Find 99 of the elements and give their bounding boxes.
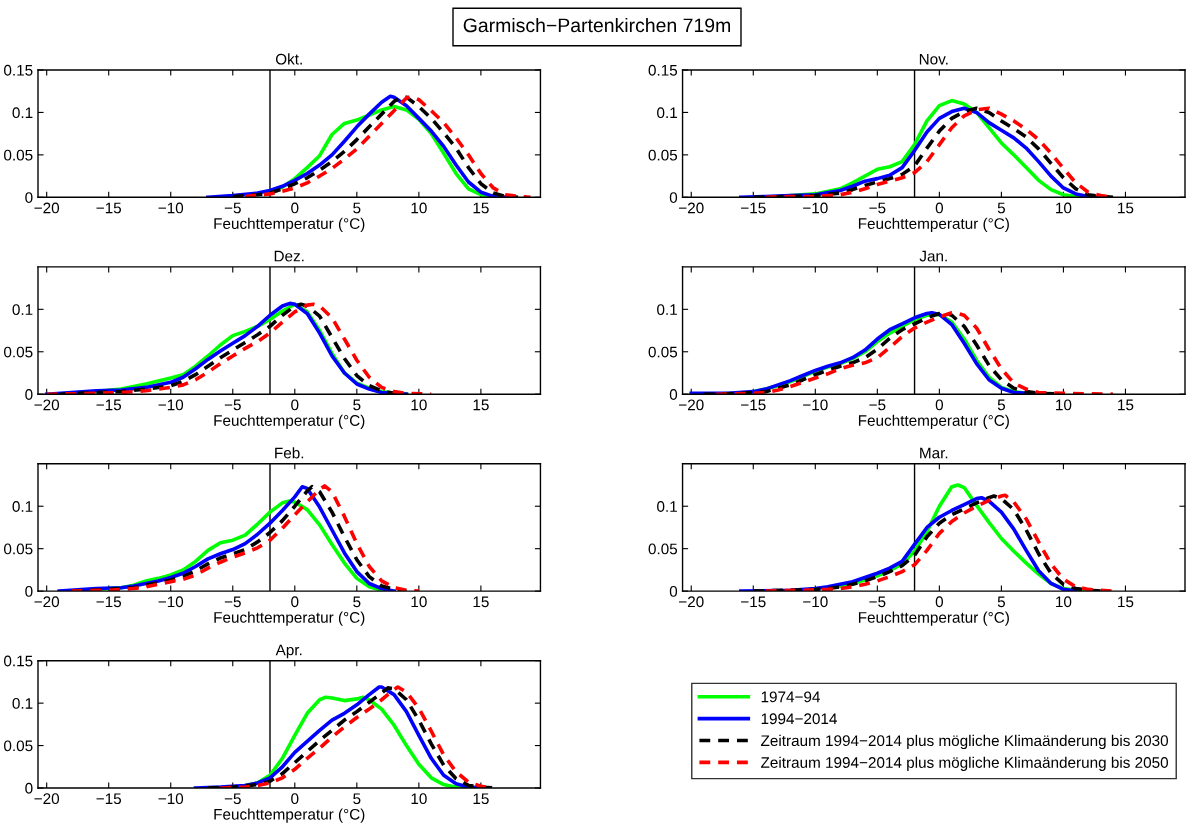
- y-tick-label: 0.05: [648, 543, 678, 555]
- x-tick-label: 10: [1056, 399, 1072, 411]
- legend-label: Zeitraum 1994−2014 plus mögliche Klimaänderung bis 2030: [761, 734, 1169, 750]
- x-tick-label: 5: [997, 399, 1005, 411]
- chart-title: Dez.: [274, 250, 304, 262]
- x-tick-label: 5: [353, 596, 361, 608]
- y-tick-label: 0.15: [4, 655, 33, 667]
- y-tick-label: 0.05: [4, 543, 33, 555]
- x-tick-label: −5: [224, 596, 241, 608]
- x-tick-label: 0: [935, 202, 944, 214]
- y-tick-label: 0.1: [12, 107, 33, 119]
- y-tick-label: 0.1: [12, 501, 33, 512]
- x-tick-label: 15: [473, 596, 489, 608]
- x-tick-label: 5: [997, 202, 1005, 214]
- x-tick-label: 0: [291, 202, 299, 214]
- x-axis-title: Feuchttemperatur (°C): [214, 414, 365, 429]
- x-tick-label: −10: [158, 202, 184, 214]
- y-tick-label: 0.05: [4, 740, 33, 752]
- y-tick-label: 0.05: [4, 149, 33, 161]
- x-tick-label: −15: [96, 202, 122, 214]
- chart-title: Okt.: [275, 53, 302, 65]
- x-axis-title: Feuchttemperatur (°C): [858, 217, 1009, 233]
- legend-label: 1994−2014: [761, 713, 837, 725]
- x-tick-label: −5: [224, 202, 241, 214]
- x-tick-label: 15: [473, 399, 489, 411]
- x-tick-label: 10: [1056, 596, 1072, 608]
- x-tick-label: 15: [1118, 596, 1134, 608]
- x-tick-label: 5: [353, 399, 361, 411]
- y-tick-label: 0.1: [657, 107, 677, 119]
- x-tick-label: 15: [473, 793, 489, 805]
- text: Garmisch−Partenkirchen 719m: [463, 17, 730, 33]
- x-tick-label: −20: [34, 202, 60, 214]
- x-tick-label: 15: [1118, 399, 1134, 411]
- x-axis-title: Feuchttemperatur (°C): [214, 808, 365, 823]
- chart-title: Feb.: [275, 447, 304, 459]
- y-tick-label: 0.05: [648, 149, 678, 161]
- x-tick-label: 15: [1118, 202, 1134, 214]
- x-tick-label: −5: [224, 399, 241, 411]
- x-tick-label: −20: [679, 399, 704, 411]
- y-tick-label: 0: [25, 585, 33, 597]
- x-tick-label: 15: [473, 202, 489, 214]
- x-tick-label: −5: [869, 399, 886, 411]
- y-tick-label: 0.1: [12, 698, 33, 709]
- x-tick-label: −10: [803, 596, 828, 608]
- legend-label: Zeitraum 1994−2014 plus mögliche Klimaänderung bis 2050: [761, 756, 1169, 771]
- chart-title: Nov.: [919, 53, 948, 65]
- x-tick-label: 10: [411, 399, 427, 411]
- x-tick-label: −5: [869, 596, 886, 608]
- x-axis-title: Feuchttemperatur (°C): [858, 414, 1009, 429]
- chart-title: Apr.: [275, 644, 302, 659]
- y-tick-label: 0: [25, 389, 33, 400]
- chart-title: Mar.: [920, 447, 948, 459]
- x-tick-label: 0: [291, 793, 299, 805]
- x-tick-label: 10: [1056, 202, 1072, 214]
- y-tick-label: 0.05: [4, 346, 33, 358]
- x-tick-label: −10: [158, 399, 184, 411]
- x-tick-label: −5: [869, 202, 886, 214]
- x-axis-title: Feuchttemperatur (°C): [214, 217, 365, 233]
- x-tick-label: 10: [411, 793, 427, 805]
- x-tick-label: 5: [997, 596, 1005, 608]
- y-tick-label: 0.15: [4, 64, 33, 76]
- y-tick-label: 0.1: [12, 304, 33, 316]
- x-tick-label: 5: [353, 202, 361, 214]
- x-tick-label: 0: [935, 596, 944, 608]
- x-tick-label: −10: [803, 399, 828, 411]
- x-tick-label: −5: [224, 793, 241, 805]
- x-tick-label: −10: [803, 202, 828, 214]
- x-tick-label: 5: [353, 793, 361, 805]
- x-tick-label: 10: [411, 202, 427, 214]
- x-tick-label: 0: [291, 596, 299, 608]
- y-tick-label: 0.1: [657, 304, 677, 316]
- x-tick-label: −15: [741, 202, 766, 214]
- x-tick-label: −15: [741, 399, 766, 411]
- x-tick-label: −15: [96, 596, 122, 608]
- x-tick-label: −15: [96, 793, 122, 805]
- x-tick-label: −20: [679, 596, 704, 608]
- x-axis-title: Feuchttemperatur (°C): [214, 611, 365, 626]
- x-tick-label: 0: [291, 399, 299, 411]
- y-tick-label: 0.05: [648, 346, 678, 358]
- y-tick-label: 0: [669, 389, 678, 400]
- legend-label: 1974−94: [761, 691, 820, 703]
- x-tick-label: −20: [34, 793, 60, 805]
- x-tick-label: −15: [741, 596, 766, 608]
- x-tick-label: −10: [158, 596, 184, 608]
- x-tick-label: −15: [96, 399, 122, 411]
- x-tick-label: 10: [411, 596, 427, 608]
- x-tick-label: −20: [679, 202, 704, 214]
- x-tick-label: −20: [34, 596, 60, 608]
- x-tick-label: 0: [935, 399, 944, 411]
- y-tick-label: 0: [25, 192, 33, 203]
- x-tick-label: −20: [34, 399, 60, 411]
- y-tick-label: 0.15: [648, 64, 678, 76]
- y-tick-label: 0: [669, 585, 678, 597]
- x-tick-label: −10: [158, 793, 184, 805]
- x-axis-title: Feuchttemperatur (°C): [858, 611, 1009, 626]
- y-tick-label: 0: [669, 192, 678, 203]
- y-tick-label: 0: [25, 782, 33, 794]
- y-tick-label: 0.1: [657, 501, 677, 512]
- chart-title: Jan.: [919, 250, 947, 262]
